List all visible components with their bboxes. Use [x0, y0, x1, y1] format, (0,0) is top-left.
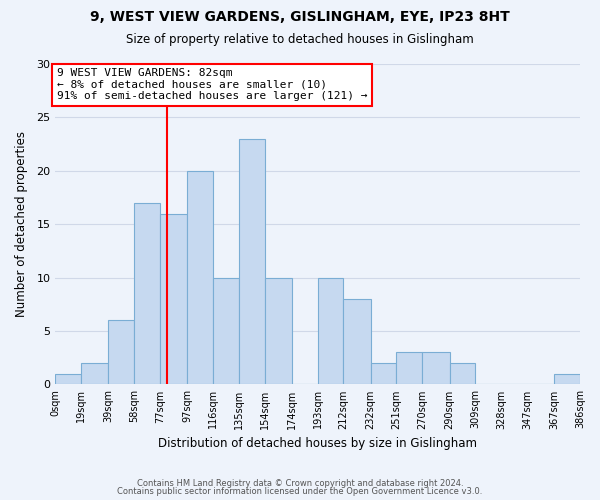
Bar [160, 214, 187, 384]
Bar [109, 320, 134, 384]
Bar [187, 171, 213, 384]
Bar [134, 203, 160, 384]
Bar [343, 299, 371, 384]
Bar [265, 278, 292, 384]
Bar [239, 139, 265, 384]
Text: Contains public sector information licensed under the Open Government Licence v3: Contains public sector information licen… [118, 487, 482, 496]
X-axis label: Distribution of detached houses by size in Gislingham: Distribution of detached houses by size … [158, 437, 477, 450]
Text: Contains HM Land Registry data © Crown copyright and database right 2024.: Contains HM Land Registry data © Crown c… [137, 478, 463, 488]
Bar [397, 352, 422, 384]
Bar [213, 278, 239, 384]
Text: 9 WEST VIEW GARDENS: 82sqm
← 8% of detached houses are smaller (10)
91% of semi-: 9 WEST VIEW GARDENS: 82sqm ← 8% of detac… [56, 68, 367, 102]
Bar [371, 363, 397, 384]
Text: 9, WEST VIEW GARDENS, GISLINGHAM, EYE, IP23 8HT: 9, WEST VIEW GARDENS, GISLINGHAM, EYE, I… [90, 10, 510, 24]
Bar [422, 352, 449, 384]
Bar [81, 363, 109, 384]
Bar [449, 363, 475, 384]
Bar [55, 374, 81, 384]
Bar [317, 278, 343, 384]
Text: Size of property relative to detached houses in Gislingham: Size of property relative to detached ho… [126, 32, 474, 46]
Bar [554, 374, 580, 384]
Y-axis label: Number of detached properties: Number of detached properties [15, 131, 28, 317]
